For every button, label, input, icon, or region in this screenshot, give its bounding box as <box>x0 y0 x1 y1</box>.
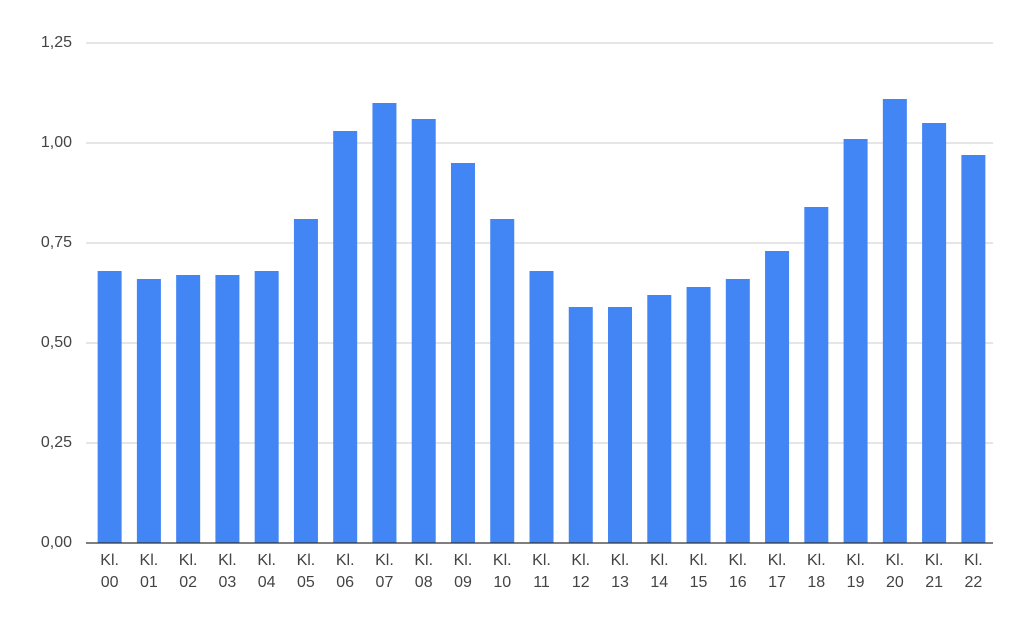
x-tick-label: Kl. 16 <box>728 552 748 591</box>
x-tick-label: Kl. 18 <box>806 552 826 591</box>
x-tick-label: Kl. 22 <box>964 552 983 591</box>
x-tick-label: Kl. 00 <box>100 552 119 591</box>
bar <box>372 103 397 543</box>
y-tick-label: 0,25 <box>41 434 72 451</box>
x-tick-label: Kl. 21 <box>924 552 944 591</box>
y-tick-label: 0,00 <box>41 534 72 551</box>
bar <box>176 275 201 543</box>
x-tick-label: Kl. 06 <box>335 552 355 591</box>
x-tick-label: Kl. 20 <box>885 552 905 591</box>
bar <box>215 275 240 543</box>
x-tick-label: Kl. 15 <box>689 552 708 591</box>
bar <box>136 279 161 543</box>
bar <box>254 271 279 543</box>
bar <box>843 139 868 543</box>
x-tick-label: Kl. 12 <box>571 552 591 591</box>
bar <box>333 131 358 543</box>
x-tick-label: Kl. 10 <box>492 552 512 591</box>
y-tick-label: 1,25 <box>41 34 72 51</box>
y-tick-label: 0,75 <box>41 234 72 251</box>
bar <box>804 207 829 543</box>
y-tick-label: 1,00 <box>41 134 72 151</box>
bar <box>961 155 986 543</box>
y-tick-label: 0,50 <box>41 334 72 351</box>
bar <box>647 295 672 543</box>
x-tick-label: Kl. 03 <box>218 552 237 591</box>
x-tick-label: Kl. 14 <box>649 552 669 591</box>
bar <box>725 279 750 543</box>
bar <box>529 271 554 543</box>
x-tick-label: Kl. 13 <box>610 552 630 591</box>
bar <box>568 307 593 543</box>
bar <box>411 119 436 543</box>
x-tick-label: Kl. 11 <box>532 552 551 591</box>
bar <box>608 307 633 543</box>
bar <box>882 99 907 543</box>
bar <box>97 271 122 543</box>
x-tick-label: Kl. 09 <box>453 552 473 591</box>
bar <box>686 287 711 543</box>
x-tick-label: Kl. 02 <box>178 552 198 591</box>
bar <box>922 123 947 543</box>
bar <box>293 219 318 543</box>
x-tick-label: Kl. 19 <box>846 552 865 591</box>
x-tick-label: Kl. 08 <box>414 552 434 591</box>
x-tick-label: Kl. 07 <box>375 552 394 591</box>
bar <box>765 251 790 543</box>
x-tick-label: Kl. 04 <box>257 552 276 591</box>
bar <box>450 163 475 543</box>
x-tick-label: Kl. 01 <box>139 552 159 591</box>
x-tick-label: Kl. 05 <box>296 552 316 591</box>
bar <box>490 219 515 543</box>
x-tick-label: Kl. 17 <box>767 552 787 591</box>
